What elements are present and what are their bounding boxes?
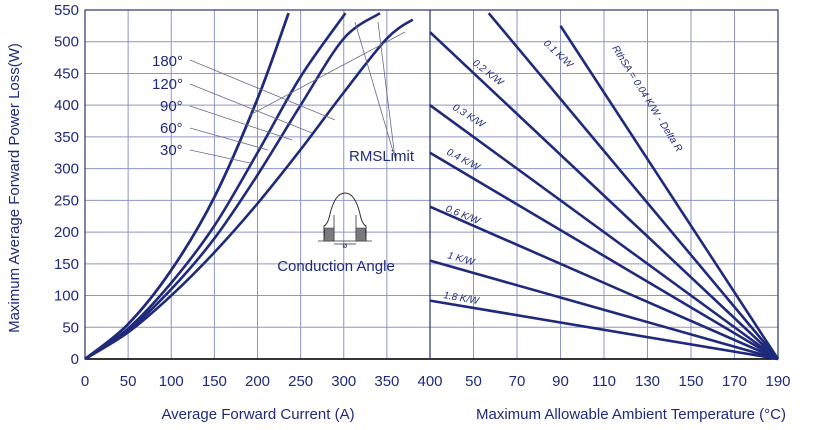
curve-180deg — [84, 18, 414, 361]
thermal-line-0.2KW — [429, 31, 779, 360]
curve-label-rthsa: RthSA = 0.04 K/W - Delta R — [609, 44, 684, 154]
x-tick-left-250: 250 — [288, 373, 313, 390]
tick-labels: 0 50 100 150 200 250 300 350 400 450 500 550 0 50 100 1… — [54, 2, 791, 390]
y-tick-250: 250 — [54, 192, 79, 209]
y-tick-100: 100 — [54, 288, 79, 305]
x-tick-left-350: 350 — [374, 373, 399, 390]
y-tick-450: 450 — [54, 65, 79, 82]
x-tick-left-0: 0 — [81, 373, 89, 390]
angle-label-60: 60° — [160, 120, 183, 137]
x-tick-left-50: 50 — [120, 373, 137, 390]
x-tick-right-150: 150 — [678, 373, 703, 390]
thermal-line-1.8KW — [429, 299, 779, 361]
y-tick-150: 150 — [54, 256, 79, 273]
angle-label-90: 90° — [160, 98, 183, 115]
leader-rms-1 — [354, 21, 396, 159]
thermal-line-0.4KW — [429, 151, 779, 361]
angle-label-120: 120° — [152, 76, 183, 93]
y-tick-0: 0 — [71, 351, 79, 368]
thermal-line-1KW — [429, 259, 779, 361]
x-tick-left-200: 200 — [245, 373, 270, 390]
conduction-angle-icon: ø — [318, 192, 372, 250]
plot-border — [84, 9, 779, 360]
x-axis-title-left: Average Forward Current (A) — [161, 406, 354, 423]
x-tick-right-130: 130 — [635, 373, 660, 390]
y-tick-300: 300 — [54, 161, 79, 178]
x-tick-left-300: 300 — [331, 373, 356, 390]
y-tick-500: 500 — [54, 34, 79, 51]
x-tick-right-50: 50 — [465, 373, 482, 390]
conduction-angle-label: Conduction Angle — [277, 258, 395, 275]
thermal-line-0.6KW — [429, 205, 779, 361]
thermal-line-0.3KW — [429, 104, 779, 361]
curve-60deg — [84, 12, 290, 361]
x-tick-right-110: 110 — [592, 373, 616, 390]
leader-180 — [189, 59, 336, 121]
rms-limit-label: RMSLimit — [349, 148, 415, 165]
x-axis-title-right: Maximum Allowable Ambient Temperature (°… — [476, 406, 786, 423]
phi-label: ø — [343, 241, 348, 250]
curve-label-0.4: 0.4 K/W — [445, 147, 483, 174]
leader-30 — [189, 149, 251, 164]
data-curves — [84, 12, 780, 361]
y-tick-400: 400 — [54, 97, 79, 114]
y-tick-50: 50 — [62, 319, 79, 336]
leader-lines — [189, 21, 406, 164]
y-tick-550: 550 — [54, 2, 79, 19]
leader-60 — [189, 127, 269, 151]
x-tick-left-150: 150 — [202, 373, 227, 390]
leader-90 — [189, 105, 293, 141]
angle-label-180: 180° — [152, 53, 183, 70]
x-tick-left-100: 100 — [159, 373, 184, 390]
curve-120deg — [84, 12, 381, 361]
curve-label-0.6: 0.6 K/W — [444, 204, 483, 228]
thermal-line-RthSA0.04KWDeltaR — [559, 25, 780, 360]
curve-90deg — [84, 12, 347, 361]
angle-label-30: 30° — [160, 142, 183, 159]
x-tick-right-190: 190 — [765, 373, 790, 390]
curve-label-0.3: 0.3 K/W — [450, 102, 487, 131]
leader-rms-4 — [329, 31, 406, 73]
leader-120 — [189, 83, 313, 134]
y-tick-200: 200 — [54, 224, 79, 241]
y-axis-title: Maximum Average Forward Power Loss(W) — [6, 43, 23, 333]
x-tick-right-90: 90 — [552, 373, 569, 390]
x-tick-left-400: 400 — [417, 373, 442, 390]
plot-frame — [84, 9, 779, 360]
x-tick-right-170: 170 — [722, 373, 747, 390]
leader-rms-3 — [249, 71, 331, 116]
grid — [84, 9, 779, 360]
x-tick-right-70: 70 — [509, 373, 526, 390]
curve-30deg — [84, 12, 290, 361]
thermal-line-0.1KW — [487, 12, 779, 360]
y-tick-350: 350 — [54, 129, 79, 146]
